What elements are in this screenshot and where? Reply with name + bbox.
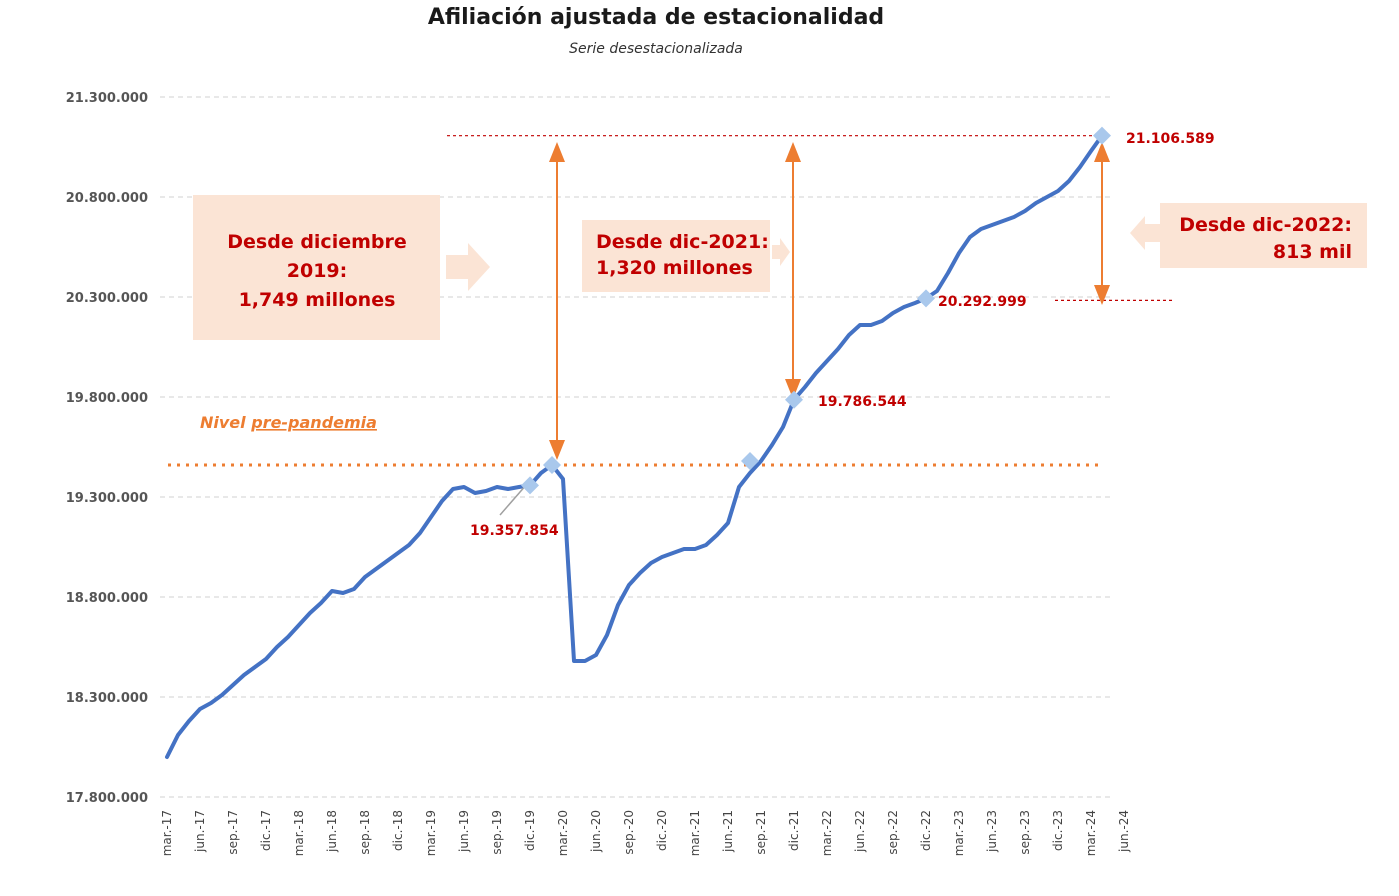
- x-tick-label: sep.-18: [358, 810, 372, 855]
- x-tick-label: jun.-18: [325, 810, 339, 853]
- x-tick-label: dic.-22: [919, 810, 933, 851]
- x-tick-label: mar.-17: [160, 810, 174, 856]
- label-leader-line: [499, 483, 528, 516]
- x-tick-label: mar.-19: [424, 810, 438, 856]
- point-label-dic-2019: 19.357.854: [470, 523, 559, 539]
- x-tick-label: dic.-17: [259, 810, 273, 851]
- x-tick-label: mar.-23: [952, 810, 966, 856]
- x-tick-label: dic.-21: [787, 810, 801, 851]
- data-markers: [521, 126, 1111, 495]
- y-tick-label: 20.300.000: [66, 291, 148, 306]
- x-tick-label: jun.-21: [721, 810, 735, 853]
- data-marker: [741, 452, 759, 470]
- x-tick-label: jun.-17: [193, 810, 207, 853]
- point-label-dic-2022: 20.292.999: [938, 294, 1027, 310]
- y-tick-label: 21.300.000: [66, 91, 148, 106]
- x-tick-label: sep.-23: [1018, 810, 1032, 855]
- series-line: [165, 133, 1104, 759]
- x-tick-label: jun.-24: [1117, 810, 1131, 853]
- x-tick-label: mar.-20: [556, 810, 570, 856]
- y-tick-label: 19.300.000: [66, 491, 148, 506]
- point-label-dic-2021: 19.786.544: [818, 394, 907, 410]
- data-marker: [785, 390, 803, 409]
- x-tick-label: mar.-22: [820, 810, 834, 856]
- point-label-abr-2024: 21.106.589: [1126, 131, 1215, 147]
- x-tick-label: sep.-21: [754, 810, 768, 855]
- chart-subtitle: Serie desestacionalizada: [569, 41, 743, 57]
- annotation-line: 813 mil: [1273, 241, 1352, 263]
- x-tick-label: jun.-23: [985, 810, 999, 853]
- annotation-line: 1,320 millones: [596, 257, 753, 279]
- y-tick-label: 17.800.000: [66, 791, 148, 806]
- x-tick-label: dic.-23: [1051, 810, 1065, 851]
- annotation-line: Desde dic-2021:: [596, 231, 769, 253]
- data-marker: [1093, 126, 1111, 145]
- arrow-left-icon: [1130, 216, 1160, 250]
- data-marker: [917, 289, 935, 308]
- annotation-line: Desde dic-2022:: [1179, 214, 1352, 236]
- y-axis-ticks: 17.800.000 18.300.000 18.800.000 19.300.000…: [66, 91, 148, 806]
- x-tick-label: dic.-19: [523, 810, 537, 851]
- x-tick-label: dic.-20: [655, 810, 669, 851]
- y-tick-label: 18.800.000: [66, 591, 148, 606]
- annotation-box-dic-2019: Desde diciembre 2019: 1,749 millones: [193, 195, 440, 340]
- x-tick-label: sep.-17: [226, 810, 240, 855]
- y-tick-label: 19.800.000: [66, 391, 148, 406]
- x-tick-label: dic.-18: [391, 810, 405, 851]
- annotation-line: Desde diciembre: [227, 231, 407, 253]
- gridlines: [160, 96, 1113, 798]
- x-tick-label: sep.-19: [490, 810, 504, 855]
- reference-label: Nivel pre-pandemia: [200, 413, 377, 432]
- x-tick-label: jun.-19: [457, 810, 471, 853]
- y-tick-label: 18.300.000: [66, 691, 148, 706]
- annotation-line: 2019:: [287, 260, 347, 282]
- x-tick-label: mar.-21: [688, 810, 702, 856]
- annotation-box-dic-2022: Desde dic-2022: 813 mil: [1160, 203, 1367, 268]
- x-tick-label: mar.-24: [1084, 810, 1098, 856]
- x-tick-label: sep.-20: [622, 810, 636, 855]
- x-tick-label: jun.-20: [589, 810, 603, 853]
- x-tick-label: sep.-22: [886, 810, 900, 855]
- data-marker: [543, 456, 561, 474]
- x-tick-label: jun.-22: [853, 810, 867, 853]
- x-tick-label: mar.-18: [292, 810, 306, 856]
- arrow-right-icon: [772, 238, 790, 266]
- y-tick-label: 20.800.000: [66, 191, 148, 206]
- annotation-box-dic-2021: Desde dic-2021: 1,320 millones: [582, 220, 770, 292]
- arrow-right-icon: [446, 243, 490, 291]
- data-marker: [521, 476, 539, 495]
- x-axis-ticks: mar.-17 jun.-17 sep.-17 dic.-17 mar.-18 jun.-…: [160, 810, 1131, 856]
- chart-title: Afiliación ajustada de estacionalidad: [428, 5, 884, 30]
- annotation-line: 1,749 millones: [239, 289, 396, 311]
